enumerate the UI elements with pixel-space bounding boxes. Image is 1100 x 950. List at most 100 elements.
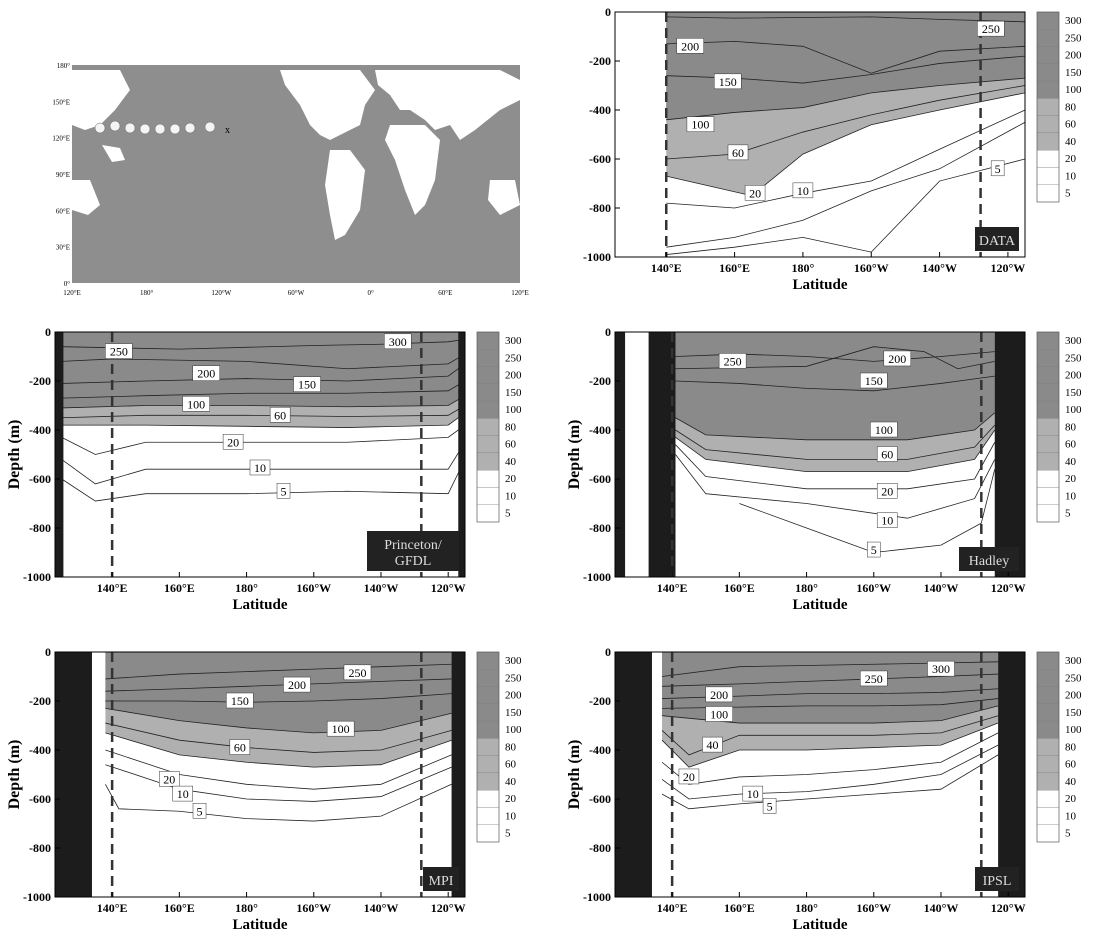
y-axis-title: Depth (m) <box>6 740 23 810</box>
map-lat-label: 150°E <box>52 98 70 106</box>
svg-text:5: 5 <box>871 543 877 557</box>
svg-text:150: 150 <box>865 374 883 388</box>
y-tick-label: -200 <box>29 374 51 388</box>
colorbar-label: 10 <box>505 490 517 502</box>
contour-line-200 <box>105 678 452 692</box>
colorbar-swatch <box>476 720 500 739</box>
colorbar: 300 250 200 150 100 80 60 40 20 10 5 <box>1036 331 1082 523</box>
colorbar-label: 300 <box>505 655 522 667</box>
contour-line-5 <box>105 783 452 822</box>
contour-line-60 <box>666 85 1025 160</box>
svg-text:IPSL: IPSL <box>983 874 1012 889</box>
x-tick-label: 180° <box>235 901 258 915</box>
x-tick-label: 160°W <box>296 581 331 595</box>
map-lat-label: 120°E <box>52 135 70 143</box>
x-tick-label: 140°E <box>657 901 688 915</box>
colorbar-label: 100 <box>505 724 522 736</box>
x-tick-label: 140°W <box>364 901 399 915</box>
land-mask <box>55 652 92 897</box>
contour-line-100 <box>105 707 452 734</box>
y-tick-label: -800 <box>589 201 611 215</box>
contour-label: 100 <box>182 396 210 412</box>
colorbar-swatch <box>1036 331 1060 350</box>
map-lon-label: 120°E <box>511 289 529 297</box>
map-lon-label: 120°E <box>63 289 81 297</box>
panel-mpi: 25020015010060201050-200-400-600-800-100… <box>6 645 522 933</box>
contour-label: 10 <box>792 182 814 199</box>
colorbar-label: 300 <box>1065 655 1082 667</box>
colorbar-label: 200 <box>1065 690 1082 702</box>
colorbar-swatch <box>476 349 500 367</box>
contour-label: 300 <box>927 660 955 677</box>
contour-line-5 <box>61 459 465 502</box>
contour-line-20 <box>61 424 465 455</box>
colorbar-label: 200 <box>1065 50 1082 62</box>
model-label: Princeton/GFDL <box>367 531 459 571</box>
colorbar-swatch <box>1036 435 1060 454</box>
colorbar: 300 250 200 150 100 80 60 40 20 10 5 <box>476 651 522 843</box>
plot-frame <box>614 331 1026 578</box>
svg-text:100: 100 <box>332 722 350 736</box>
fill-band-above-100 <box>666 12 1025 120</box>
contour-label: 200 <box>883 350 912 367</box>
map-lon-label: 120°W <box>211 289 231 297</box>
contour-line-200 <box>675 346 995 370</box>
x-tick-label: 140°E <box>97 581 128 595</box>
contour-label: 60 <box>876 446 898 462</box>
colorbar-swatch <box>476 452 500 471</box>
colorbar-label: 40 <box>505 456 517 468</box>
contour-line-150 <box>61 380 465 399</box>
colorbar-swatch <box>476 738 500 756</box>
panel-ipsl: 300 250 200 100 40 20 10 5 0 -200 -400 -600 -800 -100… <box>566 645 1082 933</box>
plot-frame <box>54 331 466 578</box>
map-station-marker <box>169 123 181 135</box>
colorbar-label: 80 <box>1065 741 1077 753</box>
map-lon-labels: 120°E 180° 120°W 60°W 0° 60°E 120°E <box>63 289 529 297</box>
map-lon-label: 60°W <box>288 289 305 297</box>
contour-line-10 <box>675 454 996 519</box>
colorbar-label: 5 <box>1065 828 1071 840</box>
colorbar-label: 150 <box>1065 67 1082 79</box>
svg-text:MPI: MPI <box>429 874 454 889</box>
svg-text:100: 100 <box>691 118 709 132</box>
contour-line-20 <box>666 109 1025 209</box>
svg-text:200: 200 <box>681 39 699 53</box>
svg-text:300: 300 <box>932 662 950 676</box>
colorbar-label: 10 <box>1065 490 1077 502</box>
plot-frame <box>54 651 466 898</box>
land-mask <box>998 652 1025 897</box>
panel-data: 250 200 150 100 60 20 10 5 0 -200 -400 -600 -800 -100… <box>583 5 1082 293</box>
map-station-marker <box>124 122 136 134</box>
colorbar-swatch <box>1036 470 1060 488</box>
contour-line-40 <box>105 732 452 768</box>
colorbar-label: 20 <box>1065 473 1077 485</box>
map-lat-label: 30°E <box>56 244 70 252</box>
contour-label: 300 <box>384 333 412 350</box>
land-mask <box>451 652 465 897</box>
colorbar-label: 150 <box>505 707 522 719</box>
svg-text:150: 150 <box>298 378 316 392</box>
y-tick-label: -400 <box>29 423 51 437</box>
map-station-marker <box>184 122 196 134</box>
contour-label: 10 <box>742 785 764 802</box>
contour-line-20 <box>105 749 452 790</box>
colorbar-label: 200 <box>505 370 522 382</box>
svg-text:250: 250 <box>865 672 883 686</box>
colorbar-label: 20 <box>1065 793 1077 805</box>
svg-text:10: 10 <box>177 787 189 801</box>
colorbar-label: 5 <box>1065 188 1071 200</box>
x-tick-label: 180° <box>795 581 818 595</box>
x-axis-title: Latitude <box>792 917 847 933</box>
y-tick-label: -800 <box>29 521 51 535</box>
y-tick-label: -800 <box>589 841 611 855</box>
contour-label: 150 <box>860 372 888 389</box>
contour-label: 60 <box>269 407 291 423</box>
svg-text:5: 5 <box>197 804 203 818</box>
land-mask <box>55 332 64 577</box>
land-mask <box>458 332 465 577</box>
colorbar-label: 5 <box>505 508 511 520</box>
svg-text:5: 5 <box>767 799 773 813</box>
y-tick-label: 0 <box>605 325 611 339</box>
contour-label: 60 <box>229 739 251 755</box>
contour-label: 150 <box>293 376 321 392</box>
